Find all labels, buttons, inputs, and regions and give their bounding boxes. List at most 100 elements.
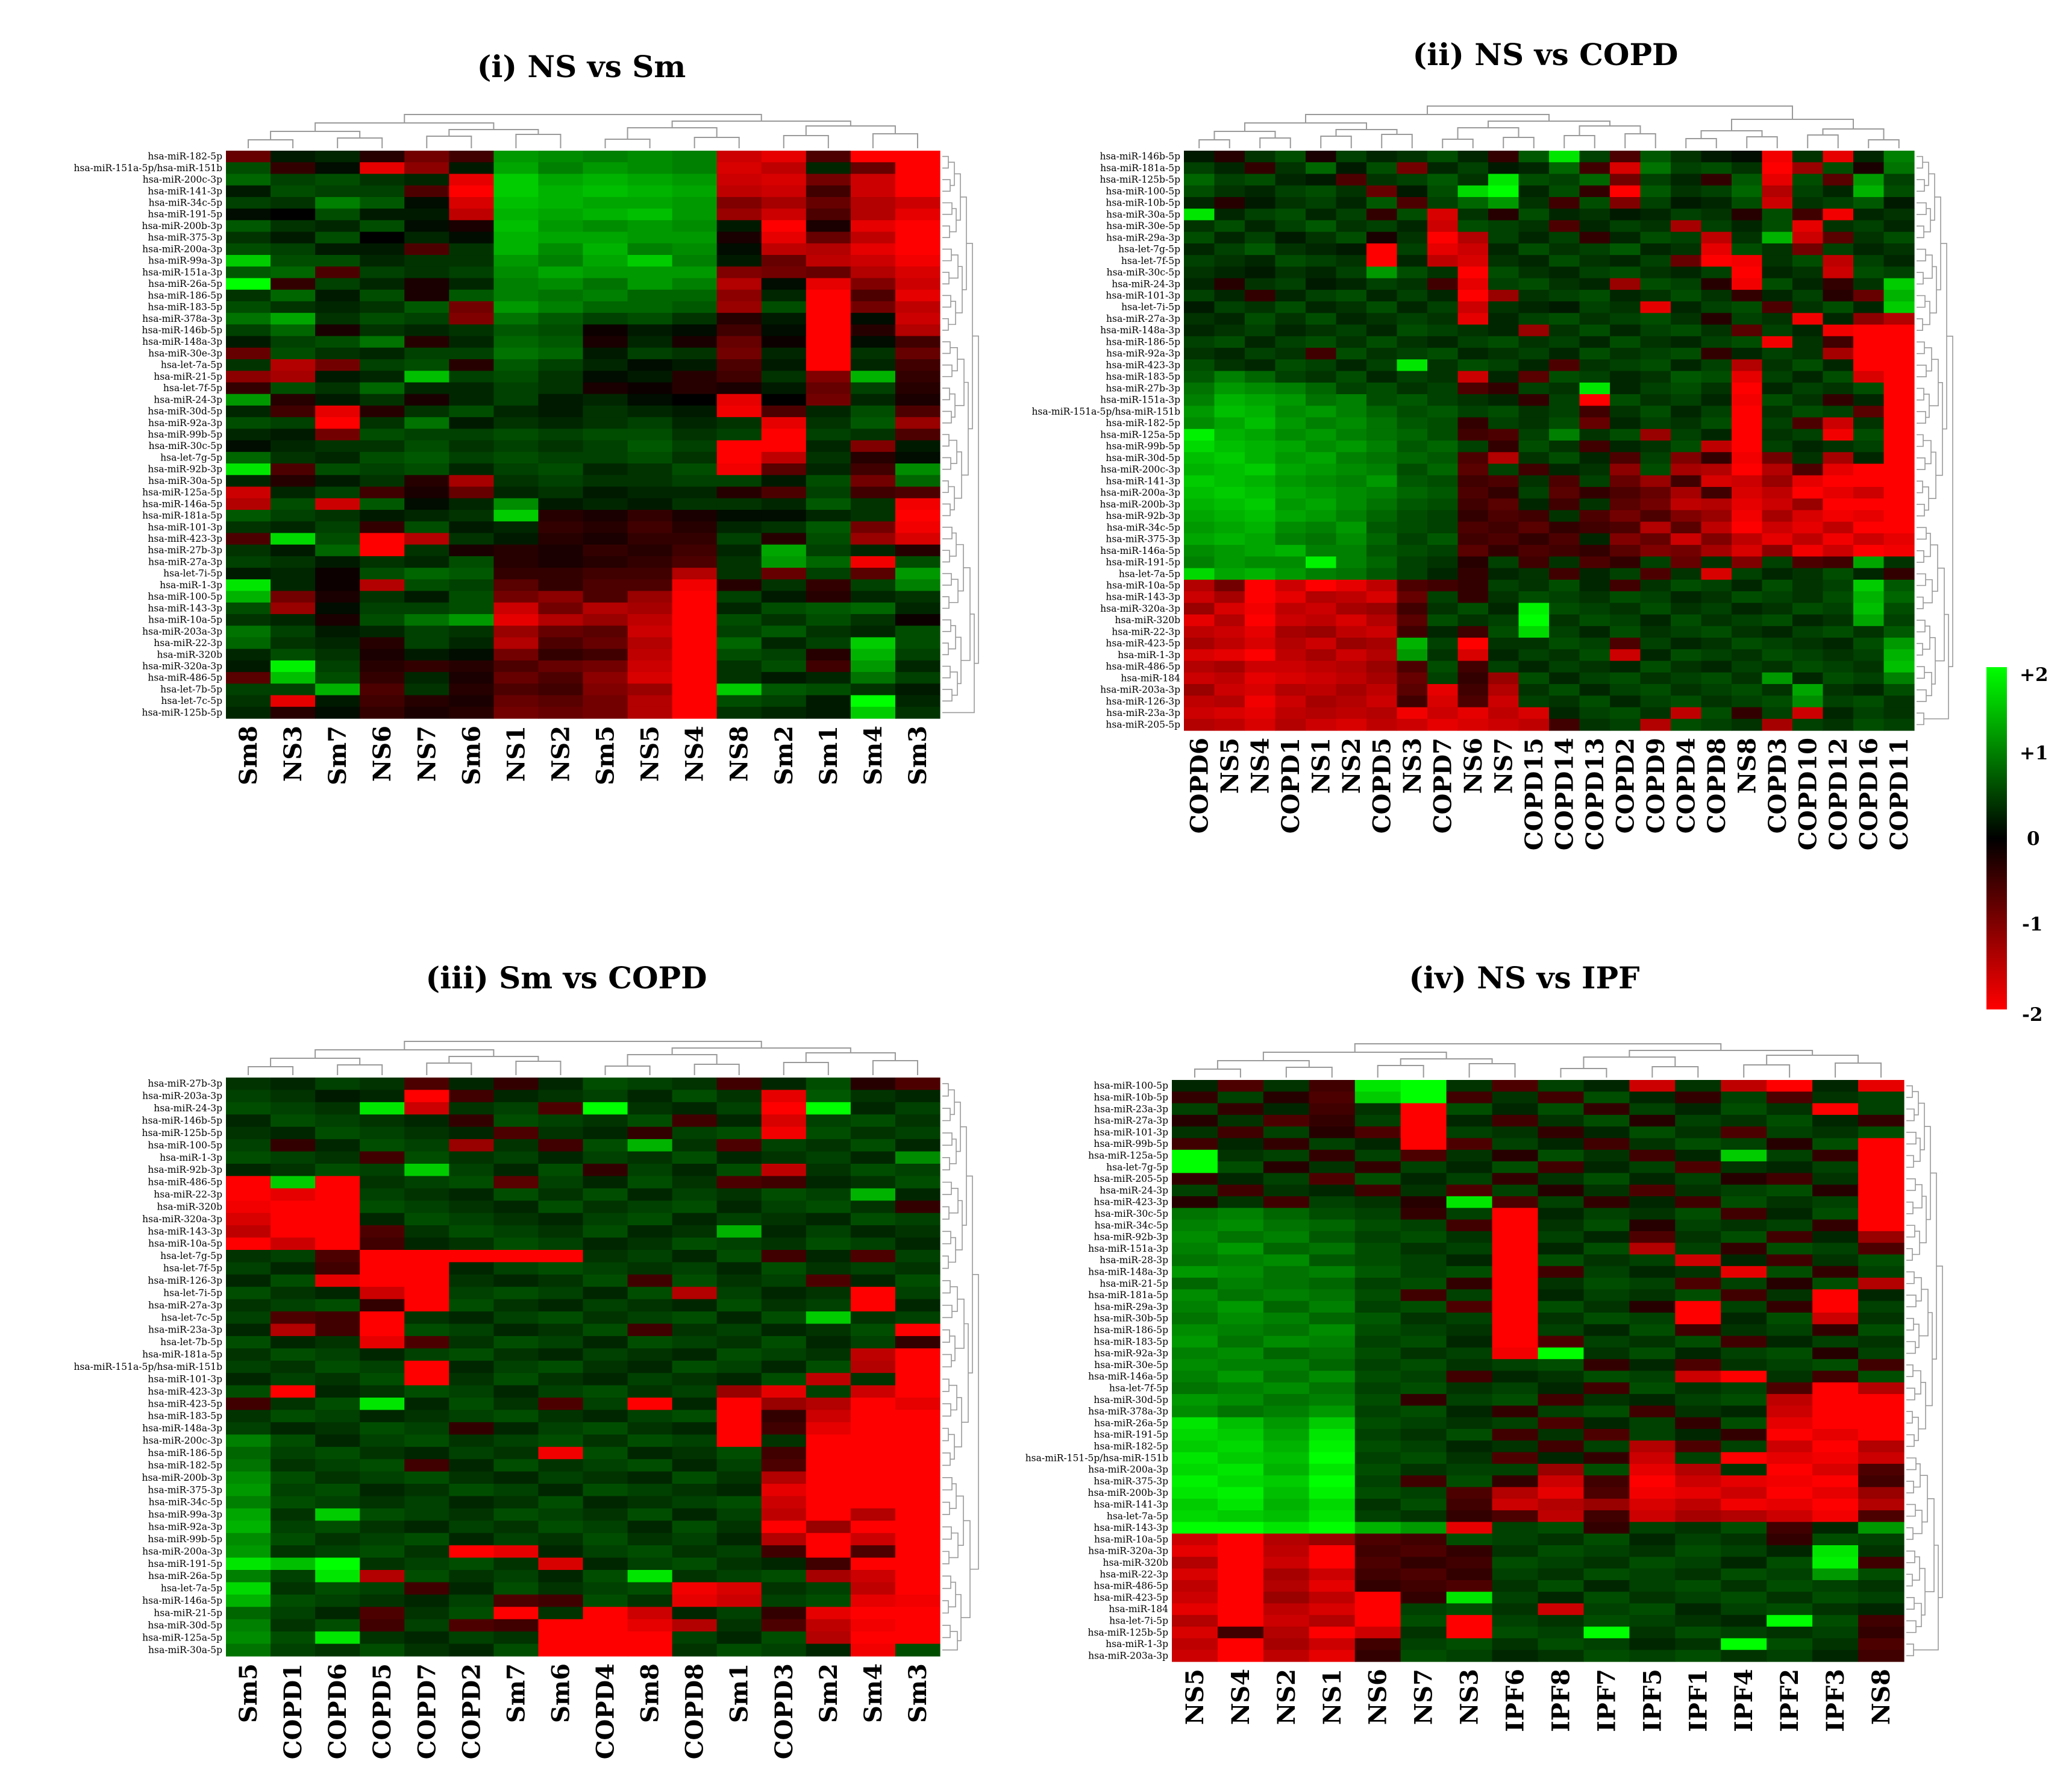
- heatmap-cell: [1583, 1510, 1630, 1522]
- heatmap-cell: [1336, 255, 1367, 267]
- heatmap-cell: [1823, 614, 1854, 627]
- heatmap-cell: [404, 451, 449, 464]
- heatmap-cell: [850, 1410, 896, 1423]
- heatmap-cell: [761, 266, 807, 279]
- heatmap-cell: [895, 255, 941, 267]
- row-dendrogram: [1906, 1085, 1943, 1657]
- heatmap-cell: [315, 1200, 360, 1214]
- heatmap-cell: [449, 614, 494, 626]
- heatmap-cell: [672, 162, 718, 175]
- heatmap-cell: [226, 1249, 271, 1263]
- row-label: hsa-miR-181a-5p: [1088, 1290, 1168, 1301]
- heatmap-cell: [1629, 1592, 1676, 1604]
- heatmap-cell: [1457, 533, 1489, 545]
- heatmap-cell: [1732, 394, 1763, 406]
- heatmap-cell: [1732, 661, 1763, 673]
- row-label: hsa-miR-29a-3p: [1094, 1301, 1168, 1312]
- heatmap-cell: [271, 1249, 316, 1263]
- heatmap-cell: [1214, 406, 1245, 418]
- heatmap-cell: [226, 1311, 271, 1325]
- heatmap-cell: [1397, 382, 1428, 395]
- heatmap-cell: [895, 1090, 941, 1103]
- heatmap-cell: [1309, 1417, 1356, 1429]
- heatmap-cell: [1858, 1266, 1905, 1278]
- heatmap-cell: [1366, 498, 1398, 511]
- heatmap-cell: [1275, 591, 1306, 603]
- heatmap-cell: [1309, 1231, 1356, 1243]
- heatmap-cell: [360, 1262, 405, 1275]
- heatmap-cell: [1732, 313, 1763, 325]
- heatmap-cell: [1767, 1463, 1813, 1476]
- heatmap-cell: [226, 1225, 271, 1238]
- column-label: Sm6: [457, 726, 486, 785]
- heatmap-cell: [1858, 1114, 1905, 1127]
- heatmap-cell: [1858, 1149, 1905, 1162]
- heatmap-cell: [493, 1274, 539, 1287]
- heatmap-cell: [672, 498, 718, 510]
- heatmap-cell: [1629, 1324, 1676, 1337]
- heatmap-cell: [538, 1471, 584, 1484]
- heatmap-cell: [1184, 371, 1215, 383]
- heatmap-cell: [1172, 1487, 1218, 1499]
- heatmap-cell: [1583, 1638, 1630, 1651]
- heatmap-cell: [716, 151, 762, 163]
- heatmap-cell: [538, 313, 584, 325]
- heatmap-cell: [583, 1643, 628, 1657]
- heatmap-cell: [1184, 428, 1215, 441]
- heatmap-cell: [1767, 1522, 1813, 1534]
- heatmap-cell: [1538, 1638, 1585, 1651]
- heatmap-cell: [895, 1471, 941, 1484]
- heatmap-cell: [538, 394, 584, 406]
- heatmap-cell: [1792, 348, 1824, 360]
- heatmap-cell: [895, 1533, 941, 1546]
- heatmap-cell: [226, 614, 271, 626]
- heatmap-cell: [449, 1213, 494, 1226]
- heatmap-cell: [1701, 359, 1732, 372]
- heatmap-cell: [627, 1373, 673, 1386]
- heatmap-cell: [806, 428, 851, 441]
- heatmap-cell: [1583, 1370, 1630, 1383]
- heatmap-cell: [1336, 348, 1367, 360]
- heatmap-cell: [806, 1323, 851, 1337]
- heatmap-cell: [1446, 1301, 1493, 1313]
- heatmap-cell: [1518, 359, 1550, 372]
- heatmap-cell: [1354, 1533, 1401, 1546]
- heatmap-cell: [716, 1139, 762, 1152]
- heatmap-cell: [1446, 1161, 1493, 1173]
- heatmap-cell: [1488, 638, 1520, 650]
- heatmap-cell: [1671, 371, 1702, 383]
- heatmap-cell: [1610, 556, 1641, 569]
- heatmap-cell: [1245, 301, 1276, 313]
- heatmap-cell: [1397, 243, 1428, 256]
- heatmap-cell: [806, 1434, 851, 1448]
- heatmap-cell: [1853, 348, 1885, 360]
- heatmap-cell: [315, 486, 360, 499]
- heatmap-cell: [1538, 1417, 1585, 1429]
- heatmap-cell: [271, 1360, 316, 1373]
- heatmap-cell: [1336, 475, 1367, 488]
- heatmap-cell: [1767, 1627, 1813, 1639]
- heatmap-cell: [806, 1200, 851, 1214]
- heatmap-cell: [538, 1496, 584, 1509]
- heatmap-cell: [1579, 638, 1610, 650]
- heatmap-cell: [538, 1249, 584, 1263]
- heatmap-panels: (i) NS vs Smhsa-miR-182-5phsa-miR-151a-5…: [74, 37, 1953, 1759]
- heatmap-cell: [1629, 1301, 1676, 1313]
- heatmap-cell: [1610, 638, 1641, 650]
- heatmap-cell: [1701, 174, 1732, 186]
- heatmap-cell: [1263, 1440, 1310, 1453]
- heatmap-cell: [1400, 1196, 1447, 1208]
- heatmap-cell: [1732, 452, 1763, 465]
- heatmap-cell: [449, 579, 494, 592]
- heatmap-cell: [404, 1471, 449, 1484]
- heatmap-cell: [716, 1446, 762, 1460]
- heatmap-cell: [226, 220, 271, 233]
- heatmap-cell: [716, 1619, 762, 1632]
- heatmap-cell: [895, 486, 941, 499]
- heatmap-cell: [1721, 1522, 1767, 1534]
- heatmap-cell: [1214, 475, 1245, 488]
- heatmap-cell: [761, 1545, 807, 1558]
- heatmap-cell: [1610, 475, 1641, 488]
- heatmap-cell: [1853, 255, 1885, 267]
- heatmap-cell: [1579, 278, 1610, 290]
